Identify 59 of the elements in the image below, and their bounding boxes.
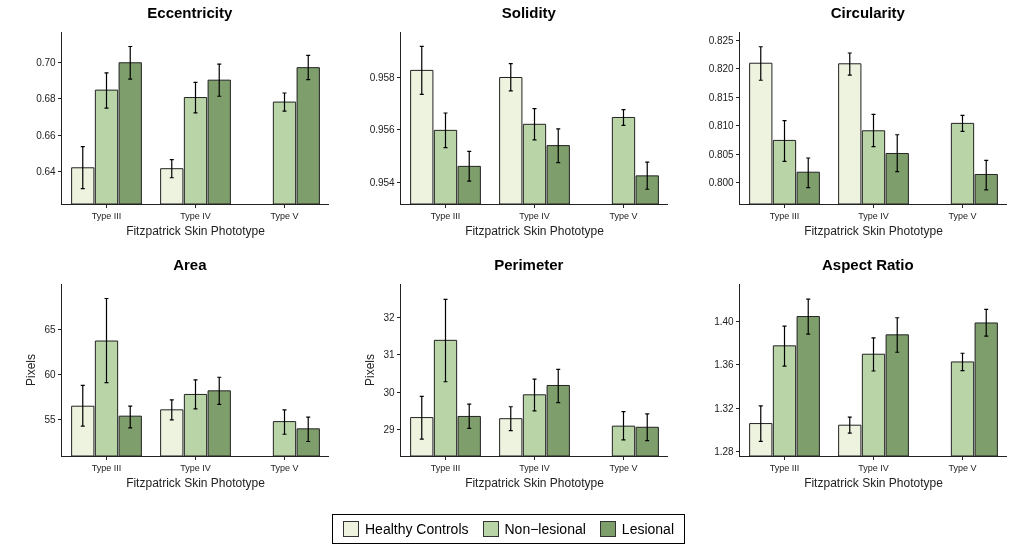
x-tick-label: Type III: [91, 211, 122, 222]
x-tick-label: Type V: [948, 463, 977, 474]
y-tick-label: 55: [44, 414, 57, 426]
x-tick-label: Type V: [270, 463, 299, 474]
chart-title: Aspect Ratio: [822, 256, 914, 274]
y-tick-label: 0.820: [708, 63, 735, 75]
x-tick-label: Type III: [769, 463, 800, 474]
y-tick-label: 0.68: [36, 93, 57, 105]
x-axis-title: Fitzpatrick Skin Phototype: [126, 223, 266, 238]
y-axis-title: Pixels: [363, 353, 378, 387]
y-tick-label: 0.815: [708, 91, 735, 103]
y-tick-label: 1.36: [714, 359, 735, 371]
x-tick-label: Type IV: [519, 463, 550, 474]
y-tick-label: 0.954: [369, 176, 396, 188]
y-tick-label: 0.70: [36, 57, 57, 69]
x-tick-label: Type IV: [858, 463, 889, 474]
y-tick-label: 30: [383, 386, 396, 398]
y-tick-label: 0.64: [36, 165, 57, 177]
y-tick-label: 0.800: [708, 176, 735, 188]
y-tick-label: 1.32: [714, 402, 735, 414]
y-tick-label: 29: [383, 424, 396, 436]
y-tick-label: 60: [44, 369, 57, 381]
x-tick-label: Type V: [948, 211, 977, 222]
x-tick-label: Type V: [270, 211, 299, 222]
y-tick-label: 0.805: [708, 148, 735, 160]
x-tick-label: Type III: [430, 463, 461, 474]
x-tick-label: Type IV: [519, 211, 550, 222]
x-axis-title: Fitzpatrick Skin Phototype: [804, 223, 944, 238]
x-tick-label: Type V: [609, 463, 638, 474]
chart-title: Circularity: [830, 4, 906, 22]
y-tick-label: 32: [383, 312, 396, 324]
y-tick-label: 0.956: [369, 124, 396, 136]
x-tick-label: Type V: [609, 211, 638, 222]
legend-label: Non−lesional: [504, 521, 586, 537]
chart-title: Solidity: [501, 4, 557, 22]
y-tick-label: 31: [383, 349, 396, 361]
y-axis-title: Pixels: [24, 353, 39, 387]
x-tick-label: Type IV: [858, 211, 889, 222]
y-tick-label: 0.958: [369, 71, 396, 83]
chart-title: Perimeter: [494, 256, 564, 274]
x-tick-label: Type III: [430, 211, 461, 222]
y-tick-label: 0.810: [708, 120, 735, 132]
y-tick-label: 65: [44, 323, 57, 335]
x-tick-label: Type III: [91, 463, 122, 474]
x-tick-label: Type IV: [180, 463, 211, 474]
y-tick-label: 0.825: [708, 35, 735, 47]
x-axis-title: Fitzpatrick Skin Phototype: [465, 223, 605, 238]
x-tick-label: Type IV: [180, 211, 211, 222]
x-axis-title: Fitzpatrick Skin Phototype: [804, 475, 944, 490]
legend-label: Lesional: [621, 521, 674, 537]
chart-title: Area: [173, 256, 208, 274]
legend-label: Healthy Controls: [365, 521, 469, 537]
y-tick-label: 1.40: [714, 315, 735, 327]
x-axis-title: Fitzpatrick Skin Phototype: [126, 475, 266, 490]
chart-title: Eccentricity: [147, 4, 234, 22]
y-tick-label: 1.28: [714, 446, 735, 458]
y-tick-label: 0.66: [36, 129, 57, 141]
x-tick-label: Type III: [769, 211, 800, 222]
x-axis-title: Fitzpatrick Skin Phototype: [465, 475, 605, 490]
